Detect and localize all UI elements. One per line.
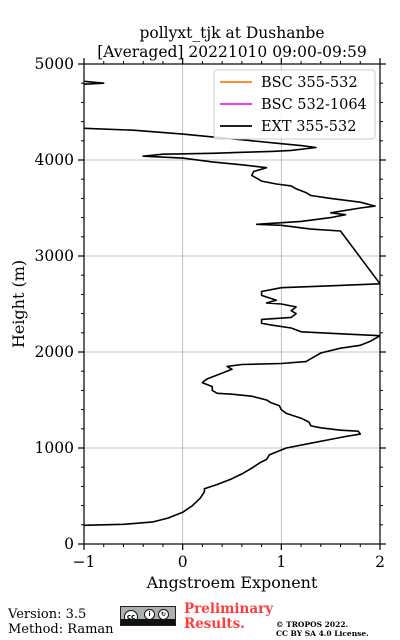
copyright-line2: CC BY SA 4.0 License.: [276, 629, 369, 638]
y-tick-label: 2000: [35, 343, 74, 361]
cc-badge-strip: [121, 619, 175, 625]
y-axis-label: Height (m): [9, 260, 28, 348]
chart-title-line1: pollyxt_tjk at Dushanbe: [139, 24, 324, 42]
y-tick-label: 0: [64, 535, 74, 553]
method-text: Method: Raman: [8, 622, 114, 637]
legend-label-ext-355-532: EXT 355-532: [261, 119, 356, 135]
chart-title-line2: [Averaged] 20221010 09:00-09:59: [97, 43, 367, 61]
cc-by-sa-icon: cc i ↻: [120, 606, 176, 626]
x-axis-label: Angstroem Exponent: [146, 573, 318, 592]
preliminary-line1: Preliminary: [184, 601, 274, 617]
legend-label-bsc-355-532: BSC 355-532: [261, 75, 358, 91]
x-tick-label: −1: [73, 553, 96, 571]
legend-box: [213, 69, 376, 140]
preliminary-notice: Preliminary Results.: [184, 602, 273, 632]
y-tick-label: 4000: [35, 151, 74, 169]
y-tick-label: 3000: [35, 247, 74, 265]
series-line-ext-355-532: [84, 80, 105, 85]
legend-label-bsc-532-1064: BSC 532-1064: [261, 97, 367, 113]
legend: BSC 355-532 BSC 532-1064 EXT 355-532: [213, 69, 376, 140]
y-tick-label: 5000: [35, 55, 74, 73]
series-line-ext-355-532: [84, 127, 380, 527]
copyright-notice: © TROPOS 2022. CC BY SA 4.0 License.: [276, 620, 369, 638]
x-tick-label: 2: [375, 553, 385, 571]
y-tick-label: 1000: [35, 439, 74, 457]
copyright-line1: © TROPOS 2022.: [276, 620, 349, 629]
version-text: Version: 3.5: [8, 607, 87, 622]
x-tick-label: 1: [276, 553, 286, 571]
angstroem-profile-chart: pollyxt_tjk at Dushanbe [Averaged] 20221…: [9, 24, 386, 592]
plot-frame: [83, 63, 381, 545]
profile-curves: [84, 80, 380, 527]
x-tick-label: 0: [178, 553, 188, 571]
preliminary-line2: Results.: [184, 616, 245, 632]
